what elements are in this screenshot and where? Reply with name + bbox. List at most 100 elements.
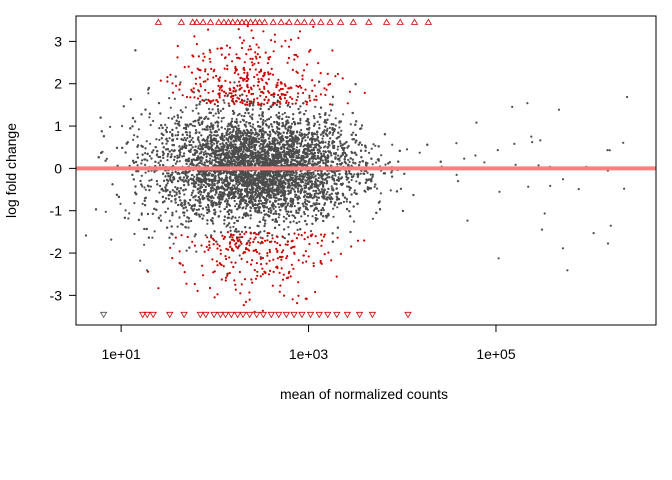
data-point [326,127,329,130]
data-point [245,121,248,124]
data-point [192,177,195,181]
data-point [215,142,219,145]
data-point [226,149,229,152]
data-point [212,189,215,192]
data-point [237,152,240,155]
data-point [266,178,269,181]
data-point [209,128,212,131]
data-point [296,228,299,231]
data-point [303,210,306,214]
data-point [296,95,299,98]
data-point [158,127,161,130]
data-point [166,155,169,158]
data-point [229,226,232,229]
data-point [194,129,198,132]
data-point [148,116,151,119]
data-point [268,125,271,128]
data-point [312,115,315,118]
data-point [287,226,290,229]
data-point [266,118,269,121]
data-point [299,145,302,148]
data-point [186,133,189,137]
data-point [181,145,184,148]
data-point [346,185,349,188]
data-point [332,215,335,218]
data-point [226,94,229,97]
data-point [193,175,196,178]
data-point [133,134,136,137]
data-point [213,188,216,191]
data-point [238,216,241,219]
data-point [152,119,155,123]
data-point [159,214,162,217]
data-point [274,205,277,208]
data-point [244,111,247,115]
data-point [173,115,176,118]
data-point [348,160,351,163]
data-point [119,202,122,205]
data-point [312,173,315,176]
data-point [137,128,140,131]
data-point [190,144,193,147]
data-point [214,112,217,115]
data-point [230,209,233,212]
data-point [352,220,356,223]
data-point [104,210,107,213]
data-point [269,135,272,138]
data-point [340,129,343,132]
data-point [220,117,224,120]
data-point [235,182,238,185]
data-point [234,216,237,219]
data-point [233,199,236,203]
data-point [388,161,391,164]
data-point [201,128,204,131]
data-point [204,150,207,153]
data-point [144,171,147,174]
data-point [330,176,333,179]
data-point [291,147,294,150]
data-point [206,128,209,131]
data-point [324,141,327,144]
data-point [187,226,190,229]
data-point [266,198,269,201]
data-point [211,159,214,162]
data-point [214,193,217,196]
data-point [282,215,285,218]
data-point [266,234,269,237]
data-point [288,105,292,109]
data-point [290,122,294,125]
data-point [133,232,136,236]
data-point [375,161,378,164]
data-point [186,209,189,212]
data-point [109,125,112,128]
data-point [338,126,341,129]
data-point [295,146,298,149]
data-point [205,155,208,158]
data-point [185,220,188,223]
data-point [191,109,194,112]
data-point [224,127,227,130]
data-point [236,114,239,117]
data-point [256,135,259,138]
data-point [228,128,231,131]
data-point [311,174,314,177]
data-point [314,105,317,108]
data-point [170,195,173,198]
data-point [349,123,352,126]
data-point [323,181,326,184]
data-point [197,145,200,148]
data-point [334,117,337,120]
data-point [140,212,143,215]
data-point [161,154,165,157]
data-point [218,205,221,208]
data-point [140,174,143,177]
data-point [314,180,317,183]
data-point [185,249,188,252]
data-point [195,107,198,110]
data-point [267,154,270,157]
data-point [175,191,178,194]
data-point [165,142,168,145]
data-point [229,131,232,134]
data-point [321,137,324,140]
